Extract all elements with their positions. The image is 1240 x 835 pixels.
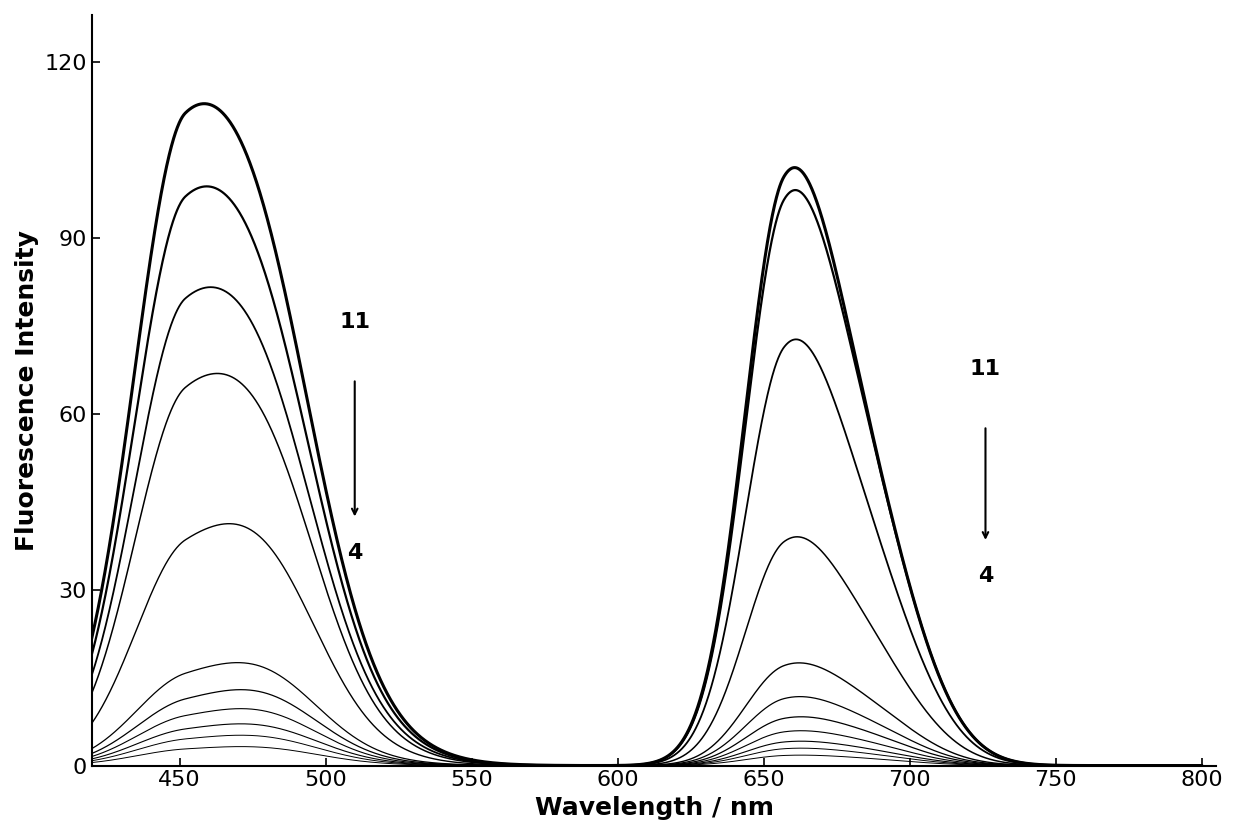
Text: 4: 4 bbox=[978, 566, 993, 586]
Y-axis label: Fluorescence Intensity: Fluorescence Intensity bbox=[15, 230, 38, 551]
Text: 11: 11 bbox=[970, 358, 1001, 378]
Text: 4: 4 bbox=[347, 543, 362, 563]
X-axis label: Wavelength / nm: Wavelength / nm bbox=[534, 796, 774, 820]
Text: 11: 11 bbox=[340, 311, 371, 331]
